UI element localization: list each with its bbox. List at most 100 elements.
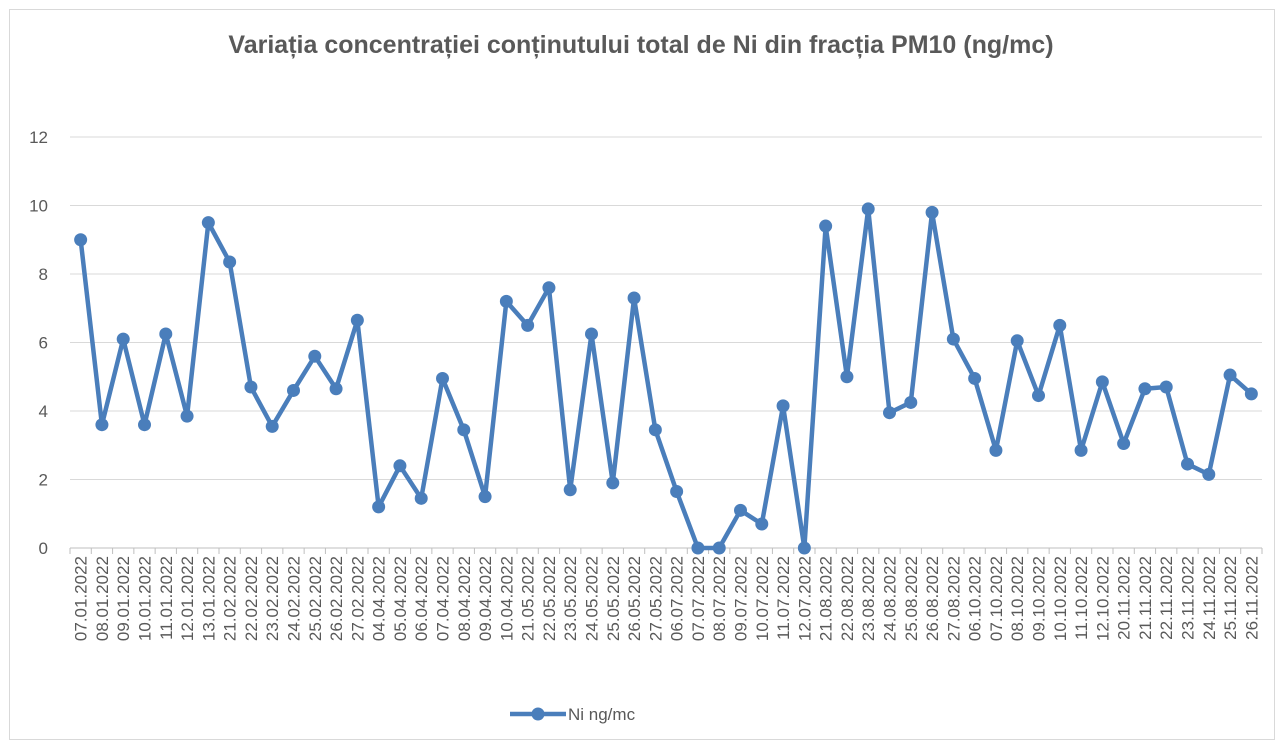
x-tick-label: 05.04.2022 <box>391 556 410 641</box>
x-tick-label: 27.08.2022 <box>944 556 963 641</box>
point <box>1095 375 1109 389</box>
x-tick-label: 26.02.2022 <box>327 556 346 641</box>
x-tick-label: 24.02.2022 <box>285 556 304 641</box>
point <box>734 503 747 517</box>
x-tick-label: 21.02.2022 <box>221 556 240 641</box>
point <box>499 294 513 308</box>
y-tick-label: 10 <box>29 197 48 216</box>
x-tick-label: 23.11.2022 <box>1179 556 1198 640</box>
point <box>372 500 386 514</box>
x-tick-label: 24.08.2022 <box>881 556 900 641</box>
point <box>968 371 982 385</box>
point <box>840 370 854 384</box>
point <box>712 541 726 555</box>
point <box>819 219 833 233</box>
point <box>946 332 960 346</box>
y-tick-label: 6 <box>39 334 48 353</box>
point <box>436 371 449 385</box>
x-tick-label: 27.02.2022 <box>348 556 367 641</box>
x-tick-label: 08.10.2022 <box>1008 556 1027 641</box>
x-tick-label: 08.01.2022 <box>93 556 112 641</box>
x-tick-label: 27.05.2022 <box>646 556 665 641</box>
point <box>861 202 875 216</box>
point <box>350 313 364 327</box>
x-tick-label: 22.05.2022 <box>540 556 559 641</box>
y-tick-label: 8 <box>39 265 48 284</box>
x-tick-label: 13.01.2022 <box>199 556 218 641</box>
point <box>180 409 194 423</box>
x-tick-label: 24.05.2022 <box>583 556 602 641</box>
x-tick-label: 12.07.2022 <box>795 556 814 641</box>
point <box>201 216 215 230</box>
x-tick-label: 25.02.2022 <box>306 556 325 641</box>
x-tick-label: 09.04.2022 <box>476 556 495 641</box>
x-tick-label: 12.10.2022 <box>1093 556 1112 641</box>
point <box>563 483 577 497</box>
point <box>159 327 173 341</box>
x-tick-label: 06.04.2022 <box>412 556 431 641</box>
x-tick-label: 09.10.2022 <box>1030 556 1049 641</box>
point <box>585 327 598 341</box>
x-tick-label: 23.05.2022 <box>561 556 580 641</box>
point <box>1032 389 1045 403</box>
point <box>521 318 535 332</box>
x-tick-label: 10.10.2022 <box>1051 556 1070 641</box>
x-tick-label: 12.01.2022 <box>178 556 197 641</box>
x-tick-label: 21.08.2022 <box>817 556 836 641</box>
y-tick-label: 0 <box>39 539 48 558</box>
x-tick-label: 08.07.2022 <box>710 556 729 641</box>
point <box>1159 380 1173 394</box>
x-tick-label: 25.05.2022 <box>604 556 623 641</box>
x-tick-label: 22.02.2022 <box>242 556 261 641</box>
chart-title: Variația concentrației conținutului tota… <box>228 31 1054 59</box>
y-tick-label: 2 <box>39 471 48 490</box>
point <box>478 490 492 504</box>
x-tick-label: 26.08.2022 <box>923 556 942 641</box>
x-tick-label: 11.10.2022 <box>1072 556 1091 640</box>
point <box>904 395 918 409</box>
x-tick-label: 25.11.2022 <box>1221 556 1240 640</box>
point <box>627 291 641 305</box>
x-tick-label: 07.10.2022 <box>987 556 1006 641</box>
x-tick-label: 10.01.2022 <box>136 556 155 641</box>
point <box>74 233 88 247</box>
x-tick-label: 11.07.2022 <box>774 556 793 640</box>
point <box>287 383 300 397</box>
x-tick-label: 26.11.2022 <box>1242 556 1261 640</box>
point <box>1117 437 1131 451</box>
x-tick-label: 21.05.2022 <box>519 556 538 641</box>
point <box>989 443 1003 457</box>
chart-border <box>9 9 1275 740</box>
x-tick-label: 10.07.2022 <box>753 556 772 641</box>
x-tick-label: 11.01.2022 <box>157 556 176 640</box>
point <box>755 517 769 531</box>
x-tick-label: 22.11.2022 <box>1157 556 1176 640</box>
point <box>670 484 684 498</box>
point <box>1010 334 1024 348</box>
point <box>1202 467 1216 481</box>
point <box>925 205 939 219</box>
legend-marker <box>531 707 545 721</box>
x-tick-label: 10.04.2022 <box>497 556 516 641</box>
point <box>265 419 279 433</box>
x-tick-label: 07.07.2022 <box>689 556 708 641</box>
point <box>223 255 237 269</box>
x-tick-label: 07.04.2022 <box>434 556 453 641</box>
x-tick-label: 25.08.2022 <box>902 556 921 641</box>
x-tick-label: 06.07.2022 <box>668 556 687 641</box>
x-tick-label: 09.01.2022 <box>114 556 133 641</box>
point <box>414 491 428 505</box>
point <box>393 459 407 473</box>
legend-label: Ni ng/mc <box>568 705 636 724</box>
point <box>776 399 790 413</box>
x-tick-label: 04.04.2022 <box>370 556 389 641</box>
x-tick-label: 20.11.2022 <box>1115 556 1134 640</box>
x-tick-label: 24.11.2022 <box>1200 556 1219 640</box>
point <box>116 332 130 346</box>
line <box>78 206 1253 551</box>
point <box>883 406 896 420</box>
point <box>329 382 343 396</box>
x-tick-label: 23.02.2022 <box>263 556 282 641</box>
